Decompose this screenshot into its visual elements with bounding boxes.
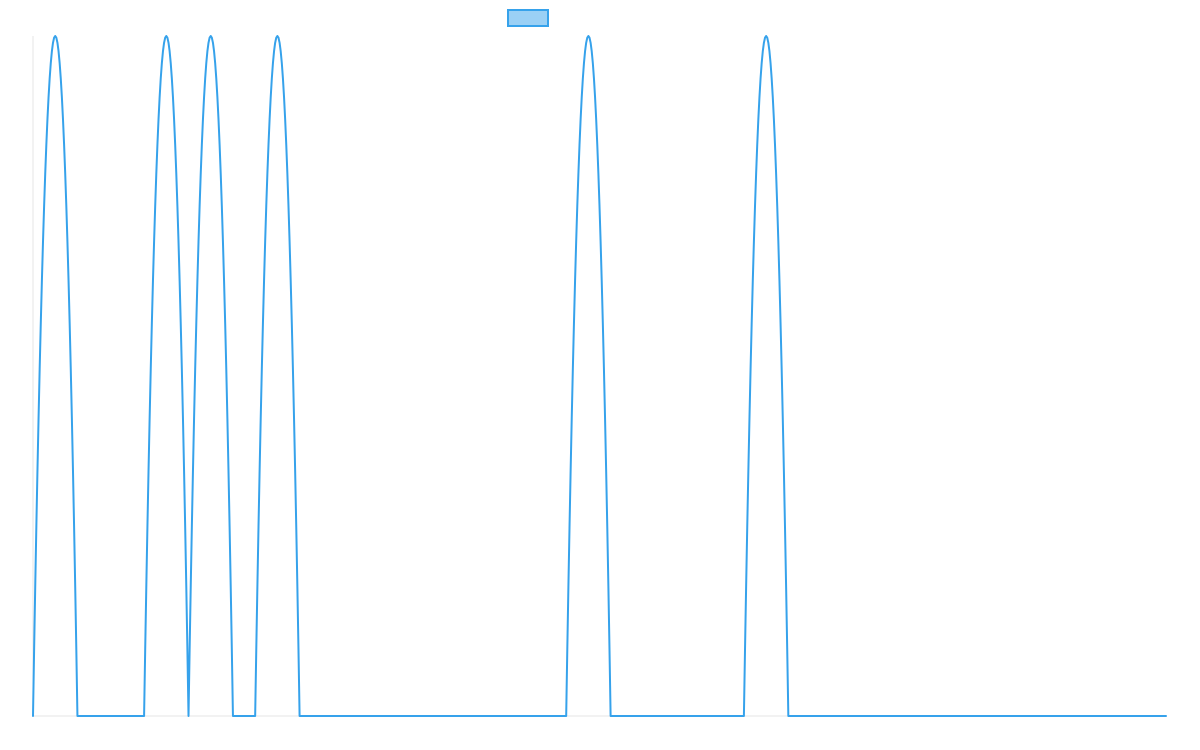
plot-area xyxy=(32,35,1167,717)
legend-swatch[interactable] xyxy=(507,9,549,27)
legend[interactable] xyxy=(507,9,549,27)
series-line xyxy=(32,35,1167,717)
